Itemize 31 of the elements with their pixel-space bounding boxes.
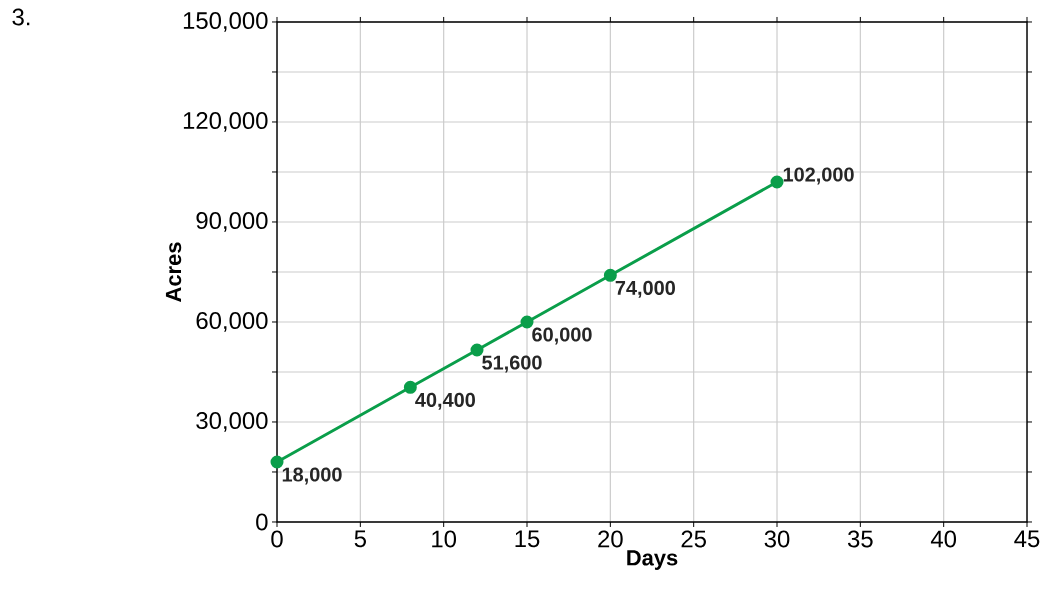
- y-tick-label: 0: [256, 513, 268, 531]
- x-tick-label: 45: [1014, 530, 1040, 548]
- y-tick-label: 120,000: [183, 112, 268, 132]
- point: [403, 380, 417, 394]
- data-label: 40,400: [415, 392, 475, 410]
- x-axis-title: Days: [627, 550, 678, 570]
- x-tick-label: 10: [432, 530, 457, 548]
- x-tick-label: 35: [847, 530, 873, 548]
- x-tick-label: 20: [598, 530, 623, 548]
- x-tick-label: 30: [764, 530, 790, 548]
- data-label: 74,000: [615, 280, 675, 298]
- data-label: 60,000: [532, 327, 592, 345]
- point: [770, 175, 784, 189]
- y-tick-label: 90,000: [196, 212, 268, 232]
- y-axis-title: Acres: [165, 242, 182, 302]
- data-label: 51,600: [482, 355, 542, 373]
- point: [270, 455, 284, 469]
- point: [520, 315, 534, 329]
- point: [603, 268, 617, 282]
- x-tick-label: 5: [354, 530, 366, 548]
- x-tick-label: 0: [271, 530, 283, 548]
- data-label: 18,000: [282, 467, 342, 485]
- x-tick-label: 40: [930, 530, 957, 548]
- x-tick-label: 25: [681, 530, 706, 548]
- x-tick-label: 15: [515, 530, 540, 548]
- point: [470, 343, 484, 357]
- y-tick-label: 60,000: [196, 312, 268, 332]
- y-tick-label: 30,000: [196, 412, 268, 432]
- data-label: 102,000: [783, 167, 854, 185]
- text: 3.: [12, 8, 30, 26]
- y-tick-label: 150,000: [183, 12, 268, 32]
